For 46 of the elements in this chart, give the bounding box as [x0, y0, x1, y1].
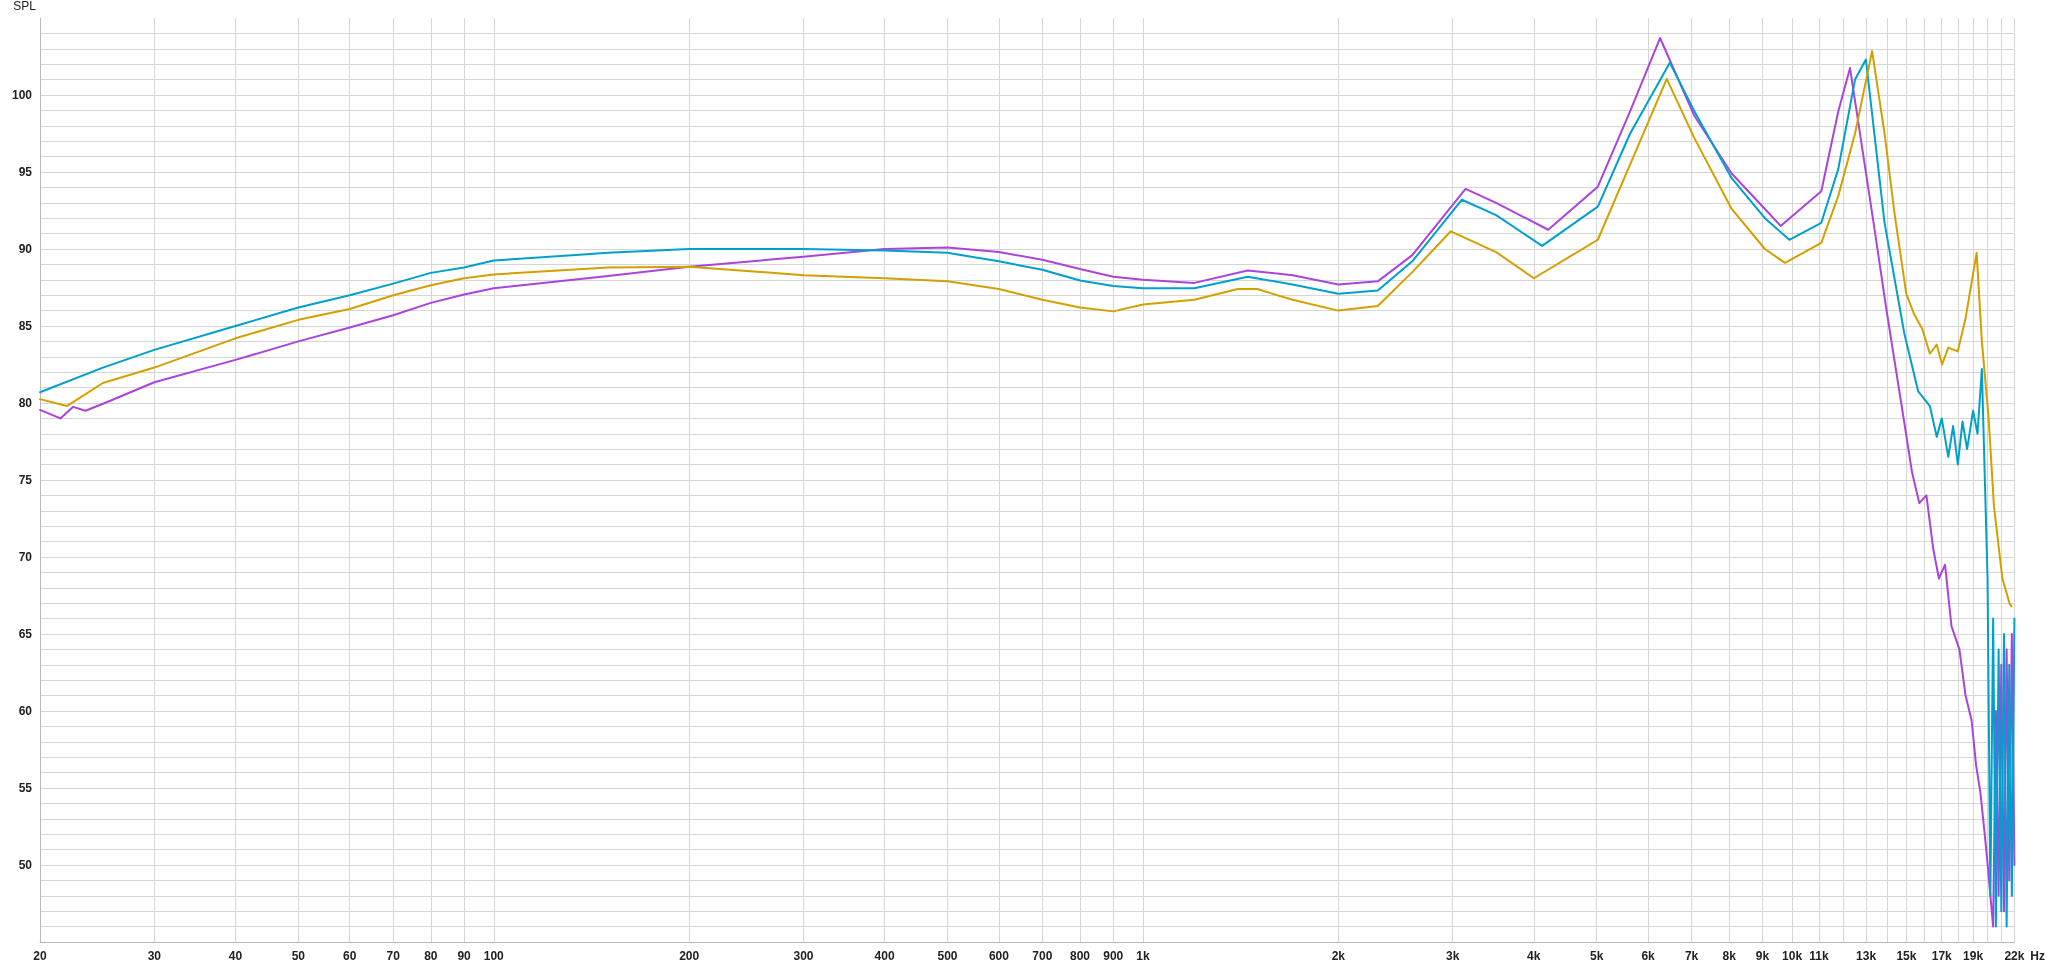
x-tick-label: 19k [1963, 949, 1984, 963]
x-tick-label: 700 [1032, 949, 1053, 963]
x-tick-label: 20 [33, 949, 47, 963]
x-tick-label: 500 [937, 949, 958, 963]
x-axis-title: Hz [2030, 949, 2046, 963]
x-tick-label: 100 [483, 949, 505, 963]
x-tick-label: 11k [1809, 949, 1830, 963]
y-tick-label: 50 [18, 858, 33, 872]
x-tick-label: 13k [1856, 949, 1877, 963]
x-tick-label: 17k [1931, 949, 1953, 963]
x-tick-label: 50 [291, 949, 306, 963]
y-tick-label: 70 [18, 550, 33, 564]
x-tick-label: 2k [1331, 949, 1346, 963]
x-tick-label: 400 [874, 949, 895, 963]
x-tick-label: 5k [1590, 949, 1604, 963]
y-tick-label: 80 [18, 396, 33, 410]
x-tick-label: 40 [228, 949, 243, 963]
y-axis-title: SPL [13, 0, 37, 13]
x-tick-label: 7k [1684, 949, 1699, 963]
x-tick-label: 70 [386, 949, 401, 963]
x-tick-label: 90 [457, 949, 472, 963]
y-tick-label: 60 [18, 704, 33, 718]
x-tick-label: 15k [1896, 949, 1917, 963]
x-tick-label: 22k [2004, 949, 2025, 963]
x-tick-label: 10k [1782, 949, 1803, 963]
y-tick-label: 65 [18, 627, 33, 641]
x-tick-label: 1k [1136, 949, 1150, 963]
x-tick-label: 4k [1527, 949, 1541, 963]
x-tick-label: 300 [793, 949, 814, 963]
x-tick-label: 3k [1446, 949, 1460, 963]
y-tick-label: 55 [18, 781, 33, 795]
x-tick-label: 80 [424, 949, 438, 963]
y-tick-label: 90 [18, 242, 33, 256]
x-tick-label: 30 [147, 949, 162, 963]
y-tick-label: 85 [18, 319, 33, 333]
y-tick-label: 95 [18, 165, 33, 179]
x-tick-label: 60 [343, 949, 357, 963]
x-tick-label: 900 [1103, 949, 1124, 963]
x-tick-label: 800 [1070, 949, 1091, 963]
x-tick-label: 200 [679, 949, 700, 963]
x-tick-label: 9k [1755, 949, 1770, 963]
x-tick-label: 8k [1722, 949, 1737, 963]
y-tick-label: 75 [18, 473, 33, 487]
x-tick-label: 600 [988, 949, 1010, 963]
x-tick-label: 6k [1641, 949, 1656, 963]
y-tick-label: 100 [11, 88, 33, 102]
